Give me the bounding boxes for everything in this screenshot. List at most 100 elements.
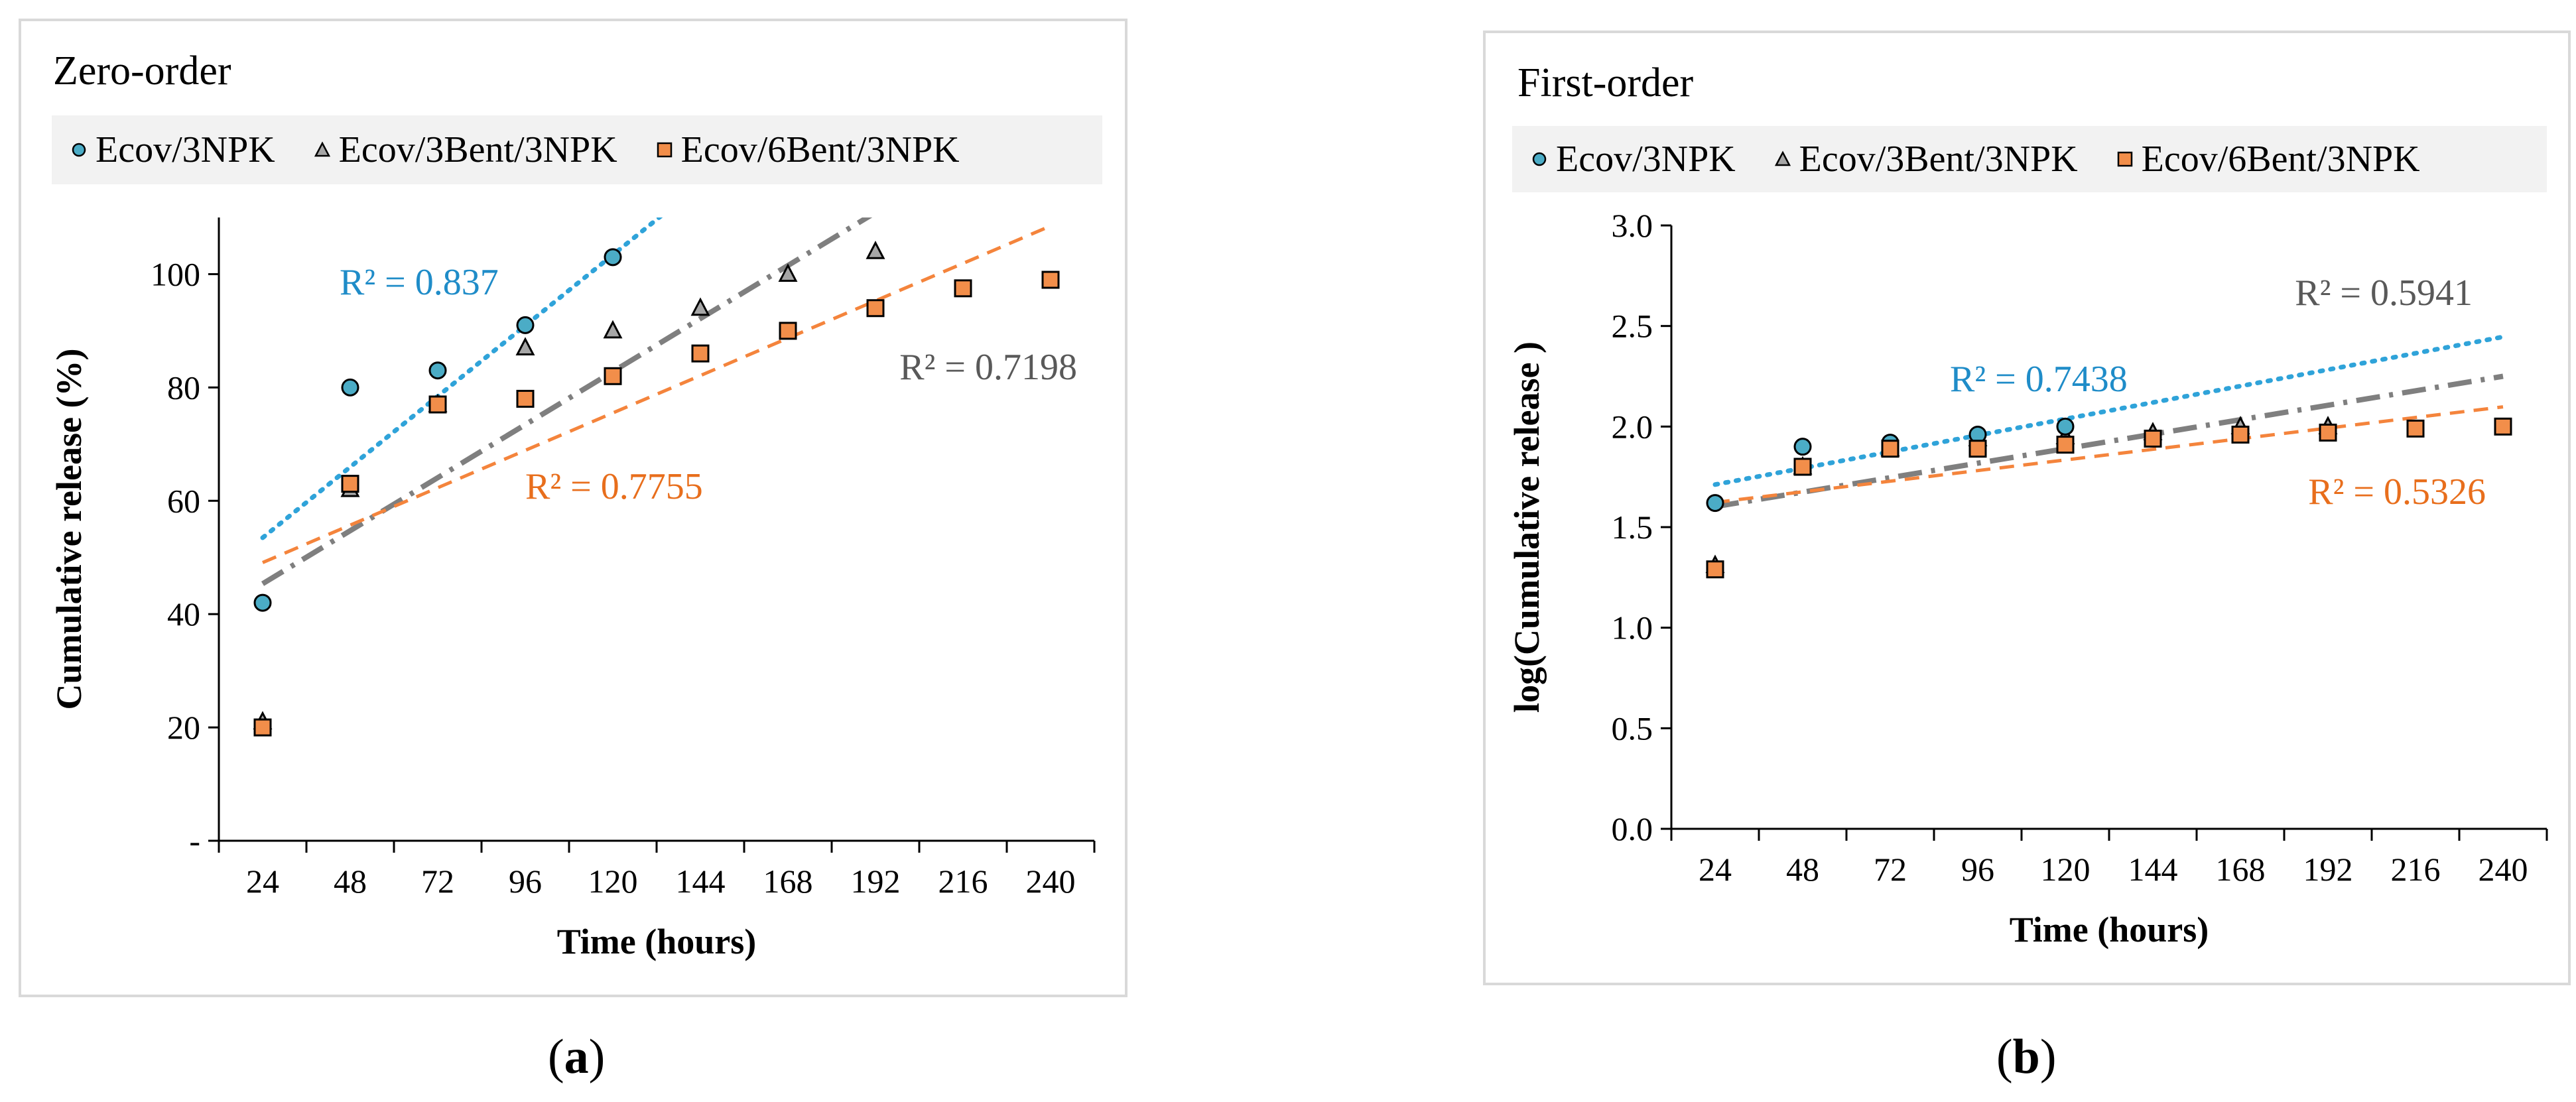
panel-label: b <box>2012 1030 2040 1084</box>
x-tick-label: 72 <box>1874 851 1907 888</box>
data-point-triangle <box>603 320 623 339</box>
data-point-square <box>691 344 710 363</box>
data-point-square <box>779 322 797 340</box>
data-point-square <box>604 367 622 385</box>
y-tick-label: 0.5 <box>1612 709 1653 747</box>
x-tick-label: 144 <box>2128 851 2178 888</box>
data-point-square <box>2144 430 2162 448</box>
data-point-square <box>2056 436 2075 454</box>
legend-label: Ecov/3NPK <box>96 129 275 170</box>
x-tick-label: 120 <box>2041 851 2091 888</box>
y-tick-label: 2.0 <box>1612 408 1653 445</box>
circle-marker-icon <box>1532 152 1547 166</box>
data-point-triangle <box>866 241 885 259</box>
legend-item-series3: Ecov/6Bent/3NPK <box>657 129 960 171</box>
data-point-square <box>2406 419 2425 438</box>
x-axis-label: Time (hours) <box>557 922 757 961</box>
y-tick-label: 3.0 <box>1612 207 1653 244</box>
panel-caption-b: (b) <box>1996 1030 2057 1084</box>
r-squared-label: R² = 0.5941 <box>2295 273 2473 314</box>
r-squared-label: R² = 0.837 <box>340 262 499 303</box>
legend-label: Ecov/3Bent/3NPK <box>338 129 617 170</box>
triangle-marker-icon <box>314 141 330 157</box>
r-squared-label: R² = 0.5326 <box>2308 471 2486 513</box>
triangle-marker-icon <box>1774 151 1791 166</box>
trendline-dashdot <box>1714 373 2504 510</box>
data-point-triangle <box>515 337 535 356</box>
zero-order-plot: - 20 40 60 80 100 24 48 72 96 120 144 168 192 216 240 Ti… <box>49 217 1096 961</box>
legend-item-series2: Ecov/3Bent/3NPK <box>1774 138 2078 180</box>
y-tick-label: 60 <box>167 482 200 519</box>
data-point-triangle <box>690 297 710 316</box>
data-point-square <box>866 299 885 318</box>
x-tick-label: 96 <box>1961 851 1994 888</box>
x-tick-label: 96 <box>509 863 542 900</box>
data-point-square <box>954 279 972 298</box>
x-tick-label: 72 <box>421 863 454 900</box>
y-axis-label: log(Cumulative release ) <box>1507 341 1547 713</box>
data-point-triangle <box>778 263 798 282</box>
data-point-square <box>428 395 447 414</box>
x-tick-label: 240 <box>1026 863 1076 900</box>
data-point-circle <box>428 361 447 380</box>
x-tick-label: 24 <box>1699 851 1732 888</box>
x-tick-label: 216 <box>2391 851 2441 888</box>
chart-panel-zero-order: Zero-order Ecov/3NPK Ecov/3Bent/3NPK Eco… <box>19 19 1127 997</box>
legend-label: Ecov/3Bent/3NPK <box>1799 139 2078 180</box>
square-marker-icon <box>2117 151 2132 167</box>
data-point-square <box>2231 425 2250 444</box>
square-marker-icon <box>657 142 672 158</box>
y-tick-label: 80 <box>167 369 200 406</box>
x-tick-label: 168 <box>763 863 813 900</box>
x-tick-label: 144 <box>676 863 726 900</box>
data-point-circle <box>604 248 622 267</box>
data-point-square <box>1041 271 1060 289</box>
data-point-square <box>1793 458 1812 476</box>
data-point-square <box>1881 440 1900 458</box>
x-tick-label: 168 <box>2216 851 2266 888</box>
y-axis-label: Cumulative release (%) <box>49 349 89 710</box>
legend-label: Ecov/6Bent/3NPK <box>680 129 960 170</box>
y-tick-label: 1.0 <box>1612 609 1653 646</box>
data-point-square <box>516 389 535 408</box>
x-tick-label: 216 <box>938 863 988 900</box>
legend-item-series1: Ecov/3NPK <box>72 129 275 171</box>
first-order-plot: 0.0 0.5 1.0 1.5 2.0 2.5 3.0 24 48 72 96 120 144 168 19… <box>1507 207 2548 949</box>
x-tick-label: 120 <box>588 863 638 900</box>
data-point-square <box>1706 560 1724 579</box>
x-axis-label: Time (hours) <box>2010 910 2209 949</box>
y-tick-label: 1.5 <box>1612 509 1653 546</box>
data-point-circle <box>2056 417 2075 436</box>
trendline-dotted <box>260 217 663 540</box>
chart-legend: Ecov/3NPK Ecov/3Bent/3NPK Ecov/6Bent/3NP… <box>52 115 1102 184</box>
r-squared-label: R² = 0.7755 <box>525 466 703 507</box>
x-tick-label: 192 <box>2303 851 2353 888</box>
r-squared-label: R² = 0.7438 <box>1950 359 2128 400</box>
trendline-dotted <box>1712 334 2506 487</box>
trendline-group <box>260 217 1051 586</box>
x-tick-label: 192 <box>851 863 901 900</box>
y-tick-label: 0.0 <box>1612 810 1653 847</box>
r-squared-label: R² = 0.7198 <box>899 347 1077 388</box>
y-tick-label: 20 <box>167 709 200 746</box>
chart-panel-first-order: First-order Ecov/3NPK Ecov/3Bent/3NPK Ec… <box>1483 31 2571 985</box>
x-tick-label: 24 <box>246 863 279 900</box>
data-point-circle <box>1793 438 1812 456</box>
data-point-square <box>2319 423 2337 442</box>
panel-label: a <box>564 1030 589 1084</box>
legend-label: Ecov/3NPK <box>1556 139 1736 180</box>
data-point-square <box>253 718 272 737</box>
x-tick-label: 48 <box>1786 851 1819 888</box>
y-tick-label: - <box>189 822 200 859</box>
data-point-circle <box>516 316 535 334</box>
legend-label: Ecov/6Bent/3NPK <box>2141 139 2420 180</box>
legend-item-series3: Ecov/6Bent/3NPK <box>2117 138 2420 180</box>
data-point-square <box>2494 417 2512 436</box>
x-tick-label: 48 <box>334 863 367 900</box>
trendline-dashed <box>1714 405 2504 505</box>
data-point-circle <box>253 593 272 612</box>
legend-item-series2: Ecov/3Bent/3NPK <box>314 129 617 171</box>
x-tick-label: 240 <box>2479 851 2528 888</box>
trendline-dashdot <box>261 217 873 586</box>
data-point-square <box>1968 440 1987 458</box>
